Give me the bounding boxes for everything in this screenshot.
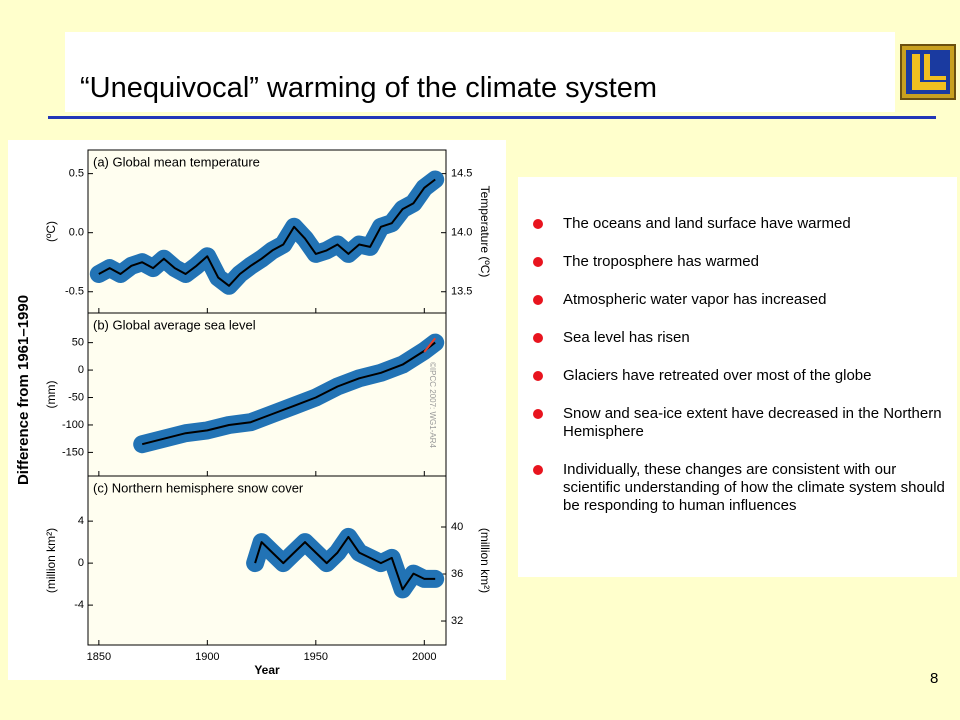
x-label: Year [254,663,280,677]
y2-label: Temperature (ºC) [478,186,492,278]
shared-y-label: Difference from 1961–1990 [15,295,32,485]
y-label: (mm) [44,381,58,409]
logo [900,44,956,100]
x-tick-label: 1900 [195,651,219,663]
panel-title: (b) Global average sea level [93,317,256,332]
watermark: ©IPCC 2007: WG1-AR4 [428,362,437,448]
y-tick-label: 0 [78,364,84,376]
bullet: The troposphere has warmed [533,253,949,271]
x-tick-label: 1850 [87,651,111,663]
y2-tick-label: 14.5 [451,168,472,180]
y-tick-label: -4 [74,599,84,611]
title-box: “Unequivocal” warming of the climate sys… [65,32,895,112]
series-line [423,337,436,353]
y-label: (million km²) [44,528,58,593]
x-tick-label: 1950 [304,651,328,663]
y-tick-label: 50 [72,337,84,349]
y2-tick-label: 32 [451,615,463,627]
series-line [141,341,436,446]
panel-title: (c) Northern hemisphere snow cover [93,480,304,495]
bullet: Glaciers have retreated over most of the… [533,367,949,385]
slide-title: “Unequivocal” warming of the climate sys… [80,72,657,104]
title-rule [48,116,936,119]
y-tick-label: -50 [68,391,84,403]
bullet: Sea level has risen [533,329,949,347]
y-tick-label: -150 [62,446,84,458]
y-label: (ºC) [44,221,58,242]
y-tick-label: 0.0 [69,227,84,239]
bullet: Snow and sea-ice extent have decreased i… [533,405,949,441]
panel-title: (a) Global mean temperature [93,154,260,169]
x-tick-label: 2000 [412,651,436,663]
series-line [254,535,436,591]
y2-tick-label: 14.0 [451,227,472,239]
bullet: The oceans and land surface have warmed [533,215,949,233]
y-tick-label: 0 [78,557,84,569]
figure: Difference from 1961–1990 (a) Global mea… [8,140,506,680]
y2-tick-label: 36 [451,568,463,580]
y-tick-label: 4 [78,515,84,527]
y-tick-label: -100 [62,419,84,431]
y2-label: (million km²) [478,528,492,593]
y2-tick-label: 40 [451,521,463,533]
series-line [98,178,436,287]
y-tick-label: 0.5 [69,168,84,180]
y2-tick-label: 13.5 [451,286,472,298]
y-tick-label: -0.5 [65,286,84,298]
page-number: 8 [930,670,939,687]
bullet-box: The oceans and land surface have warmed T… [518,177,957,577]
bullet: Individually, these changes are consiste… [533,461,949,515]
bullet: Atmospheric water vapor has increased [533,291,949,309]
